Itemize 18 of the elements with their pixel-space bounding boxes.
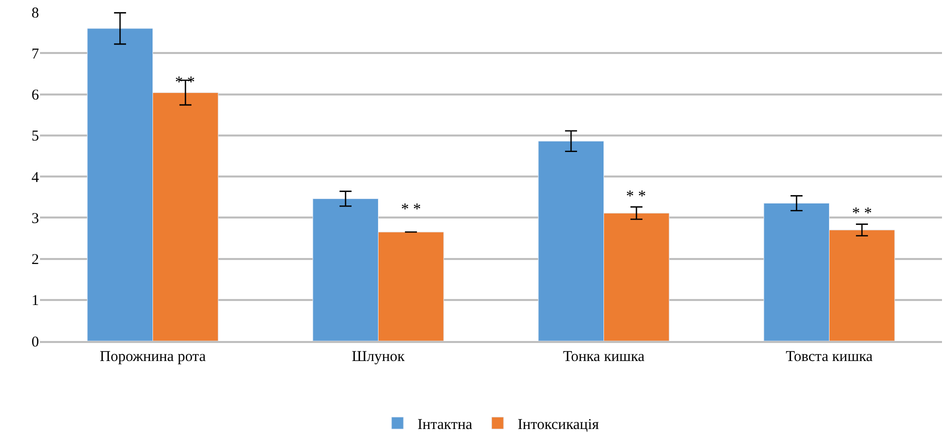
y-tick-label: 0: [32, 334, 39, 350]
y-tick-label: 5: [32, 128, 39, 145]
y-tick-label: 6: [32, 88, 40, 104]
x-tick-label: Тонка кишка: [562, 348, 645, 365]
x-tick-label: Порожнина рота: [100, 348, 206, 365]
annotation: * *: [401, 201, 421, 218]
legend-label: Інтоксикація: [518, 416, 599, 433]
y-tick-label: 7: [32, 46, 40, 62]
x-tick-label: Товста кишка: [786, 348, 874, 365]
annotation: * *: [852, 205, 872, 222]
y-tick-label: 3: [32, 210, 39, 227]
y-tick-label: 8: [32, 5, 39, 22]
annotation: * *: [626, 188, 646, 205]
y-tick-label: 2: [32, 252, 39, 268]
y-tick-label: 1: [32, 293, 39, 310]
x-tick-label: Шлунок: [352, 348, 406, 365]
legend-label: Інтактна: [418, 416, 473, 433]
y-tick-label: 4: [32, 170, 40, 186]
